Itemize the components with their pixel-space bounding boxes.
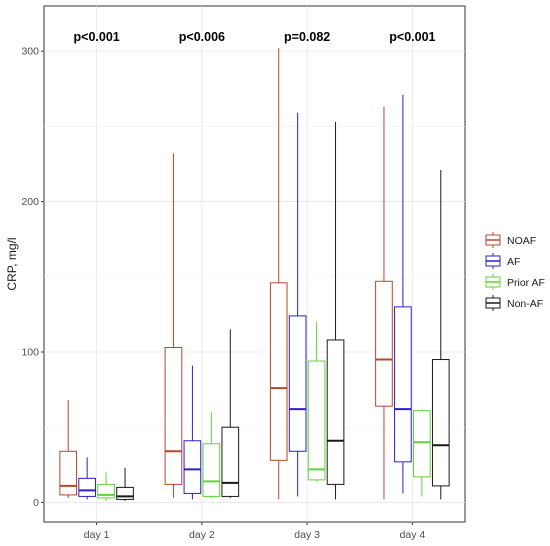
box-prior-af-day-2 [202, 412, 221, 498]
x-tick-label: day 3 [294, 529, 320, 541]
y-tick-label: 0 [33, 497, 39, 509]
box-iqr [394, 306, 412, 463]
box-plots [59, 48, 450, 501]
p-value-label: p<0.001 [389, 30, 435, 44]
box-iqr [307, 360, 326, 481]
legend-label: Non-AF [507, 298, 543, 310]
box-prior-af-day-1 [97, 472, 115, 501]
box-iqr [221, 426, 240, 497]
box-noaf-day-3 [269, 48, 288, 500]
box-non-af-day-4 [431, 169, 450, 500]
x-tick-label: day 1 [84, 529, 110, 541]
box-prior-af-day-3 [307, 321, 326, 482]
p-value-labels: p<0.001 p<0.006 p=0.082 p<0.001 [74, 30, 436, 44]
box-noaf-day-4 [375, 106, 393, 500]
y-axis-title: CRP, mg/l [5, 237, 19, 290]
box-af-day-1 [78, 457, 96, 500]
box-iqr [164, 346, 183, 485]
x-tick-label: day 2 [189, 529, 215, 541]
legend-label: NOAF [507, 235, 536, 247]
y-tick-label: 300 [21, 46, 39, 58]
box-iqr [78, 477, 96, 497]
p-value-label: p=0.082 [284, 30, 330, 44]
legend-key [485, 274, 501, 290]
box-iqr [183, 440, 202, 494]
box-non-af-day-3 [326, 121, 345, 500]
box-non-af-day-2 [221, 329, 240, 498]
grid-lines [44, 6, 465, 522]
box-noaf-day-2 [164, 153, 183, 498]
box-noaf-day-1 [59, 400, 78, 498]
box-iqr [431, 359, 450, 487]
legend-label: AF [507, 256, 520, 268]
box-non-af-day-1 [116, 467, 134, 501]
y-tick-label: 100 [21, 347, 39, 359]
box-iqr [59, 450, 78, 496]
box-af-day-4 [394, 94, 412, 494]
legend: NOAF AF Prior AF Non-AF [485, 232, 545, 311]
y-tick-label: 200 [21, 196, 39, 208]
box-iqr [375, 280, 393, 407]
p-value-label: p<0.006 [179, 30, 225, 44]
axes: 0 100 200 300 day 1 day 2 day 3 day 4 [21, 46, 425, 541]
box-iqr [202, 443, 221, 497]
x-tick-label: day 4 [400, 529, 426, 541]
legend-label: Prior AF [507, 277, 545, 289]
legend-key [485, 295, 501, 311]
box-iqr [288, 315, 307, 452]
legend-key [485, 232, 501, 248]
p-value-label: p<0.001 [74, 30, 120, 44]
box-iqr [269, 282, 288, 461]
box-af-day-3 [288, 112, 307, 497]
box-prior-af-day-4 [413, 409, 431, 497]
box-af-day-2 [183, 365, 202, 500]
box-iqr [326, 339, 345, 485]
box-iqr [413, 410, 431, 478]
box-iqr [116, 486, 134, 500]
legend-key [485, 253, 501, 269]
